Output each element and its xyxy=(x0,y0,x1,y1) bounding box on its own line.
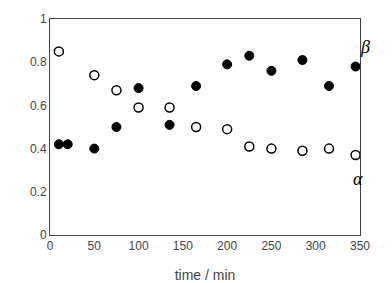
svg-text:250: 250 xyxy=(261,239,281,253)
svg-text:time / min: time / min xyxy=(175,267,236,283)
svg-text:200: 200 xyxy=(217,239,237,253)
svg-text:0: 0 xyxy=(47,239,54,253)
svg-text:150: 150 xyxy=(173,239,193,253)
svg-text:300: 300 xyxy=(306,239,326,253)
svg-text:100: 100 xyxy=(129,239,149,253)
svg-text:1: 1 xyxy=(40,12,47,26)
svg-text:50: 50 xyxy=(88,239,102,253)
svg-text:β: β xyxy=(360,37,370,57)
svg-text:0.4: 0.4 xyxy=(30,142,47,156)
svg-text:350: 350 xyxy=(350,239,370,253)
svg-text:0.2: 0.2 xyxy=(30,185,47,199)
svg-text:0.8: 0.8 xyxy=(30,55,47,69)
svg-text:0: 0 xyxy=(40,228,47,242)
svg-text:0.6: 0.6 xyxy=(30,99,47,113)
svg-text:α: α xyxy=(353,169,363,189)
